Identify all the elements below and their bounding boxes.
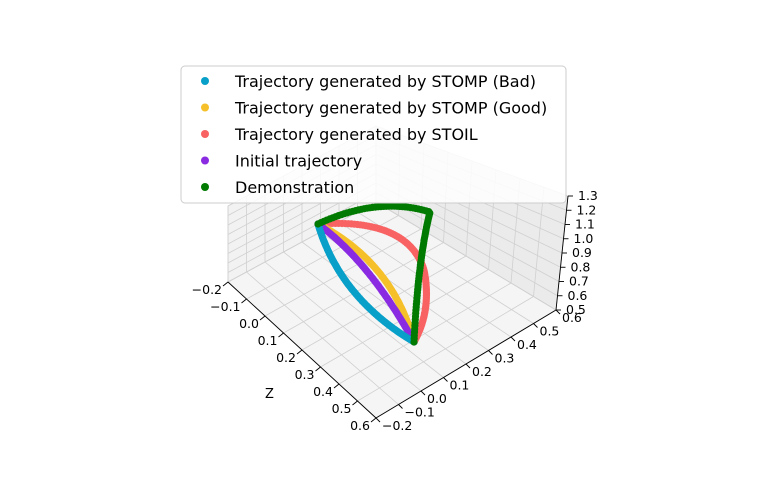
- z-axis-tick-label: −0.2: [192, 282, 222, 297]
- z-axis-title: Z: [265, 387, 274, 402]
- right-axis-tick-label: 0.5: [540, 324, 560, 339]
- legend-label: Trajectory generated by STOMP (Bad): [234, 72, 536, 91]
- right-axis-tick-label: 0.4: [517, 337, 537, 352]
- right-axis-tick: [420, 390, 426, 396]
- right-axis-tick-label: 0.3: [495, 351, 515, 366]
- right-axis-tick-label: −0.2: [382, 418, 412, 433]
- vertical-axis-tick-label: 0.7: [569, 274, 589, 289]
- vertical-axis-tick-label: 0.8: [571, 259, 591, 274]
- data-point: [410, 338, 418, 346]
- legend-label: Demonstration: [235, 178, 354, 197]
- z-axis-tick-label: −0.1: [210, 299, 240, 314]
- wall-grid-line: [533, 187, 545, 297]
- z-axis-tick: [352, 400, 358, 406]
- z-axis-tick-label: 0.6: [350, 418, 370, 433]
- vertical-axis-tick-label: 0.9: [572, 245, 592, 260]
- legend-marker: [201, 130, 209, 138]
- right-axis-tick: [465, 363, 471, 369]
- legend-label: Trajectory generated by STOMP (Good): [234, 99, 547, 118]
- legend-box: [180, 65, 567, 204]
- legend-marker: [201, 156, 209, 165]
- tick-labels: −0.2−0.10.00.10.20.30.40.50.6 −0.2−0.10.0…: [192, 188, 598, 433]
- z-axis-tick: [370, 417, 377, 423]
- vertical-axis-tick-label: 1.1: [575, 217, 595, 232]
- z-axis-tick-label: 0.2: [276, 350, 296, 365]
- z-axis-tick-label: 0.0: [239, 316, 259, 331]
- right-axis-tick-label: 0.2: [472, 364, 492, 379]
- right-axis-tick-label: −0.1: [405, 405, 435, 420]
- vertical-axis-tick-label: 0.6: [568, 288, 588, 303]
- z-axis-tick: [315, 366, 321, 372]
- legend-label: Trajectory generated by STOIL: [234, 125, 478, 144]
- vertical-axis-tick-label: 1.0: [574, 231, 594, 246]
- floor-grid-line: [338, 282, 512, 385]
- vertical-axis-tick-label: 1.2: [577, 202, 597, 217]
- right-axis-tick: [533, 323, 538, 328]
- series-4: [314, 202, 434, 346]
- floor-grid-line: [301, 241, 467, 365]
- right-axis-tick: [488, 350, 493, 355]
- right-axis-tick: [375, 417, 381, 423]
- vertical-axis-tick-label: 1.3: [578, 188, 598, 203]
- series-2: [314, 219, 431, 346]
- right-axis-tick: [555, 309, 561, 315]
- z-axis-tick: [222, 281, 229, 287]
- right-axis-tick-label: 0.6: [562, 310, 582, 325]
- right-axis-tick-label: 0.0: [427, 391, 447, 406]
- legend-marker: [201, 77, 209, 85]
- legend: Trajectory generated by STOMP (Bad) Traje…: [180, 65, 567, 204]
- z-axis-tick: [278, 332, 284, 338]
- z-axis-tick-label: 0.1: [258, 333, 278, 348]
- z-axis-tick: [259, 315, 266, 321]
- legend-items: Trajectory generated by STOMP (Bad) Traje…: [201, 72, 547, 197]
- vertical-axis-tick-label: 0.5: [566, 302, 586, 317]
- axis-lines: [222, 195, 573, 423]
- legend-marker: [201, 183, 209, 191]
- z-axis-tick-label: 0.5: [332, 401, 352, 416]
- right-axis-tick: [443, 377, 448, 382]
- z-axis-tick: [333, 383, 340, 389]
- legend-marker: [201, 103, 209, 112]
- right-axis-tick-label: 0.1: [450, 378, 470, 393]
- series-group: [314, 202, 434, 346]
- z-axis-tick: [241, 298, 247, 304]
- z-axis-tick: [296, 349, 303, 355]
- legend-label: Initial trajectory: [235, 152, 362, 171]
- right-axis-tick: [398, 404, 403, 409]
- z-axis-tick-label: 0.3: [295, 367, 315, 382]
- z-axis-tick-label: 0.4: [313, 384, 333, 399]
- right-axis-tick: [510, 336, 516, 342]
- floor-grid-line: [357, 296, 534, 402]
